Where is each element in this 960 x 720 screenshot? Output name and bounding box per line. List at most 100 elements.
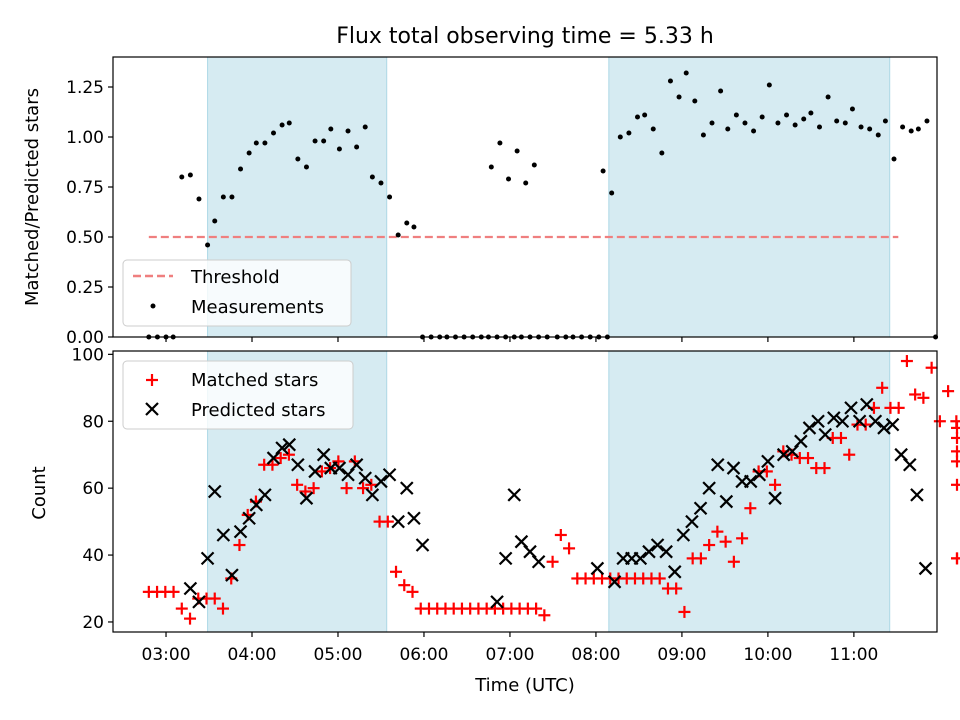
measurement-point — [709, 120, 715, 126]
predicted-star-marker — [650, 538, 665, 552]
predicted-star-marker — [776, 447, 791, 462]
predicted-star-marker — [743, 474, 758, 489]
predicted-star-marker — [802, 421, 817, 435]
matched-star-marker — [876, 381, 889, 394]
predicted-star-marker — [910, 488, 924, 502]
x-tick-label: 11:00 — [829, 645, 878, 665]
x-axis-label: Time (UTC) — [474, 675, 575, 696]
measurement-point — [279, 122, 285, 128]
predicted-star-marker — [299, 491, 314, 505]
matched-star-marker — [184, 612, 197, 625]
matched-star-marker — [530, 602, 543, 615]
measurement-point — [858, 124, 864, 130]
predicted-star-marker — [365, 488, 380, 502]
measurement-point — [867, 126, 873, 132]
predicted-star-marker — [531, 554, 546, 569]
predicted-star-marker — [710, 457, 725, 472]
measurement-point — [506, 176, 512, 182]
matched-star-marker — [727, 555, 740, 568]
matched-star-marker — [925, 361, 938, 374]
measurement-point — [488, 164, 494, 170]
predicted-star-marker — [860, 397, 874, 412]
predicted-star-marker — [693, 501, 708, 516]
matched-star-marker — [769, 478, 782, 491]
measurement-point — [742, 120, 748, 126]
measurement-point — [634, 114, 640, 120]
ratio-y-axis-label: Matched/Predicted stars — [22, 88, 43, 306]
measurement-point — [497, 140, 503, 146]
measurement-legend-label: Measurements — [191, 297, 324, 318]
predicted-star-marker — [216, 528, 231, 542]
predicted-star-marker — [852, 414, 867, 429]
y-tick-label: 60 — [82, 479, 104, 499]
predicted-star-marker — [498, 551, 513, 566]
matched-legend-swatch — [146, 374, 158, 386]
measurement-point — [766, 82, 772, 88]
matched-star-marker — [917, 391, 930, 404]
predicted-star-marker — [794, 434, 808, 449]
count-y-axis-label: Count — [29, 466, 50, 519]
measurement-point — [187, 172, 193, 178]
measurement-point — [345, 128, 351, 134]
predicted-legend-swatch — [145, 402, 159, 416]
predicted-star-marker — [659, 544, 673, 559]
measurement-point — [220, 194, 226, 200]
measurement-point — [792, 122, 798, 128]
matched-star-marker — [834, 431, 847, 444]
measurement-point — [875, 132, 881, 138]
predicted-star-marker — [752, 467, 767, 482]
measurement-point — [253, 140, 259, 146]
ratio-legend-box — [122, 259, 352, 327]
matched-star-marker — [678, 605, 691, 618]
matched-star-marker — [538, 609, 551, 622]
matched-star-marker — [365, 478, 378, 491]
y-tick-label: 80 — [82, 412, 104, 432]
measurement-point — [404, 220, 410, 226]
matched-star-marker — [711, 525, 724, 538]
measurement-point — [328, 126, 334, 132]
matched-star-marker — [175, 602, 188, 615]
measurement-point — [650, 126, 656, 132]
predicted-star-marker — [507, 488, 522, 502]
predicted-star-marker — [719, 494, 734, 509]
measurement-point — [354, 144, 360, 150]
predicted-star-marker — [225, 568, 239, 582]
measurement-point — [891, 156, 897, 162]
matched-star-marker — [909, 388, 922, 401]
matched-star-marker — [291, 478, 304, 491]
predicted-star-marker — [233, 524, 248, 539]
predicted-star-marker — [200, 551, 215, 566]
matched-star-marker — [167, 585, 180, 598]
ratio-y-ticks: 0.00 0.25 0.50 0.75 1.00 1.25 — [66, 78, 113, 348]
measurement-point — [642, 112, 648, 118]
measurement-point — [692, 98, 698, 104]
predicted-star-marker — [349, 457, 364, 472]
matched-star-marker — [332, 455, 345, 468]
predicted-star-marker — [242, 511, 256, 526]
measurement-point — [205, 242, 211, 248]
matched-star-marker — [357, 482, 370, 495]
measurement-point — [725, 126, 731, 132]
predicted-star-marker — [590, 561, 605, 576]
matched-star-marker — [315, 465, 328, 478]
predicted-star-marker — [490, 595, 504, 609]
measurement-point — [718, 88, 724, 94]
predicted-star-marker — [258, 488, 272, 502]
measurement-point — [523, 180, 529, 186]
measurement-point — [229, 194, 235, 200]
y-tick-label: 0.25 — [66, 278, 104, 298]
predicted-star-marker — [768, 491, 782, 505]
measurement-point — [196, 196, 202, 202]
predicted-star-marker — [844, 401, 858, 415]
y-tick-label: 40 — [82, 546, 104, 566]
measurement-point — [801, 116, 807, 122]
y-tick-label: 1.00 — [66, 128, 104, 148]
matched-star-marker — [719, 535, 732, 548]
predicted-star-marker — [685, 514, 699, 529]
matched-star-marker — [216, 602, 229, 615]
predicted-star-marker — [642, 544, 656, 559]
predicted-star-marker — [885, 417, 900, 432]
matched-star-marker — [274, 452, 287, 465]
predicted-star-marker — [415, 538, 430, 552]
predicted-star-marker — [633, 551, 648, 566]
